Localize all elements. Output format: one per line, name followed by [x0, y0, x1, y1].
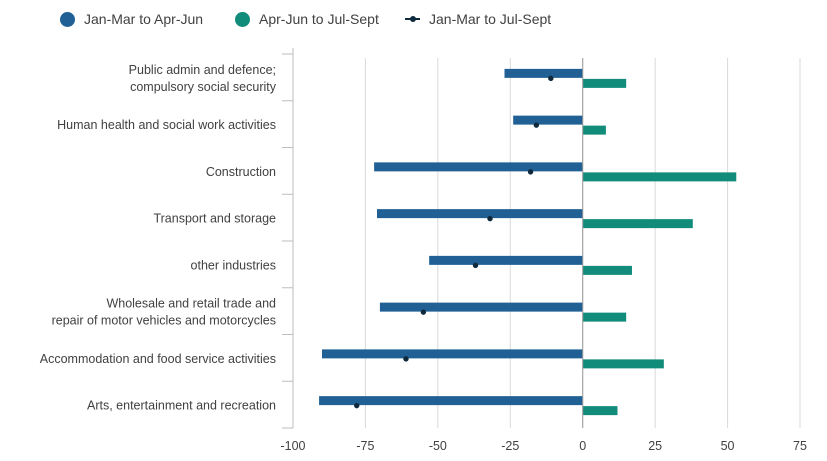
bar-series-2 — [582, 359, 664, 369]
legend-swatch-series-3 — [405, 12, 420, 27]
x-tick-label: -100 — [280, 439, 305, 453]
point-series-3 — [533, 122, 540, 128]
bar-series-1 — [504, 68, 583, 78]
point-series-3 — [527, 169, 534, 175]
bar-series-1 — [379, 302, 583, 312]
chart-legend: Jan-Mar to Apr-Jun Apr-Jun to Jul-Sept J… — [0, 0, 827, 40]
point-series-3 — [472, 262, 479, 269]
category-label: Public admin and defence; — [129, 63, 276, 77]
category-label: Accommodation and food service activitie… — [40, 352, 276, 366]
category-label: Human health and social work activities — [57, 118, 276, 132]
x-tick-label: -75 — [356, 439, 374, 453]
x-tick-label: -25 — [501, 439, 519, 453]
legend-label-series-2: Apr-Jun to Jul-Sept — [259, 11, 379, 27]
category-label: repair of motor vehicles and motorcycles — [52, 314, 276, 328]
bar-series-1 — [377, 209, 583, 219]
category-label: Arts, entertainment and recreation — [87, 399, 276, 413]
point-series-3 — [403, 356, 409, 362]
bar-series-2 — [582, 78, 627, 88]
category-label: Construction — [206, 165, 276, 179]
legend-swatch-series-1 — [60, 11, 75, 27]
legend-label-series-3: Jan-Mar to Jul-Sept — [429, 11, 552, 27]
bar-series-1 — [321, 349, 583, 359]
x-tick-label: 75 — [793, 439, 807, 453]
bar-series-1 — [374, 162, 583, 172]
legend-label-series-1: Jan-Mar to Apr-Jun — [84, 11, 204, 27]
point-series-3 — [487, 215, 493, 222]
point-series-3 — [354, 402, 360, 409]
bar-series-2 — [582, 312, 627, 322]
legend-item-series-3[interactable]: Jan-Mar to Jul-Sept — [405, 9, 551, 29]
category-label: Wholesale and retail trade and — [106, 297, 276, 311]
bar-series-2 — [582, 219, 693, 229]
x-tick-label: 0 — [579, 439, 586, 453]
point-series-3 — [548, 75, 554, 82]
bar-series-1 — [513, 115, 583, 125]
x-tick-label: 25 — [648, 439, 662, 453]
category-label: other industries — [191, 258, 276, 272]
point-series-3 — [420, 309, 427, 315]
legend-item-series-1[interactable]: Jan-Mar to Apr-Jun — [60, 9, 203, 29]
bar-series-2 — [582, 406, 618, 416]
bar-series-1 — [319, 396, 583, 406]
bar-series-2 — [582, 265, 632, 275]
category-label: Transport and storage — [153, 212, 276, 226]
bar-series-2 — [582, 125, 606, 135]
x-tick-label: 50 — [721, 439, 735, 453]
legend-swatch-series-2 — [235, 11, 250, 27]
category-label: compulsory social security — [130, 80, 277, 94]
x-tick-label: -50 — [429, 439, 447, 453]
bar-series-1 — [429, 255, 583, 265]
legend-item-series-2[interactable]: Apr-Jun to Jul-Sept — [235, 9, 379, 29]
bar-series-2 — [582, 172, 737, 182]
